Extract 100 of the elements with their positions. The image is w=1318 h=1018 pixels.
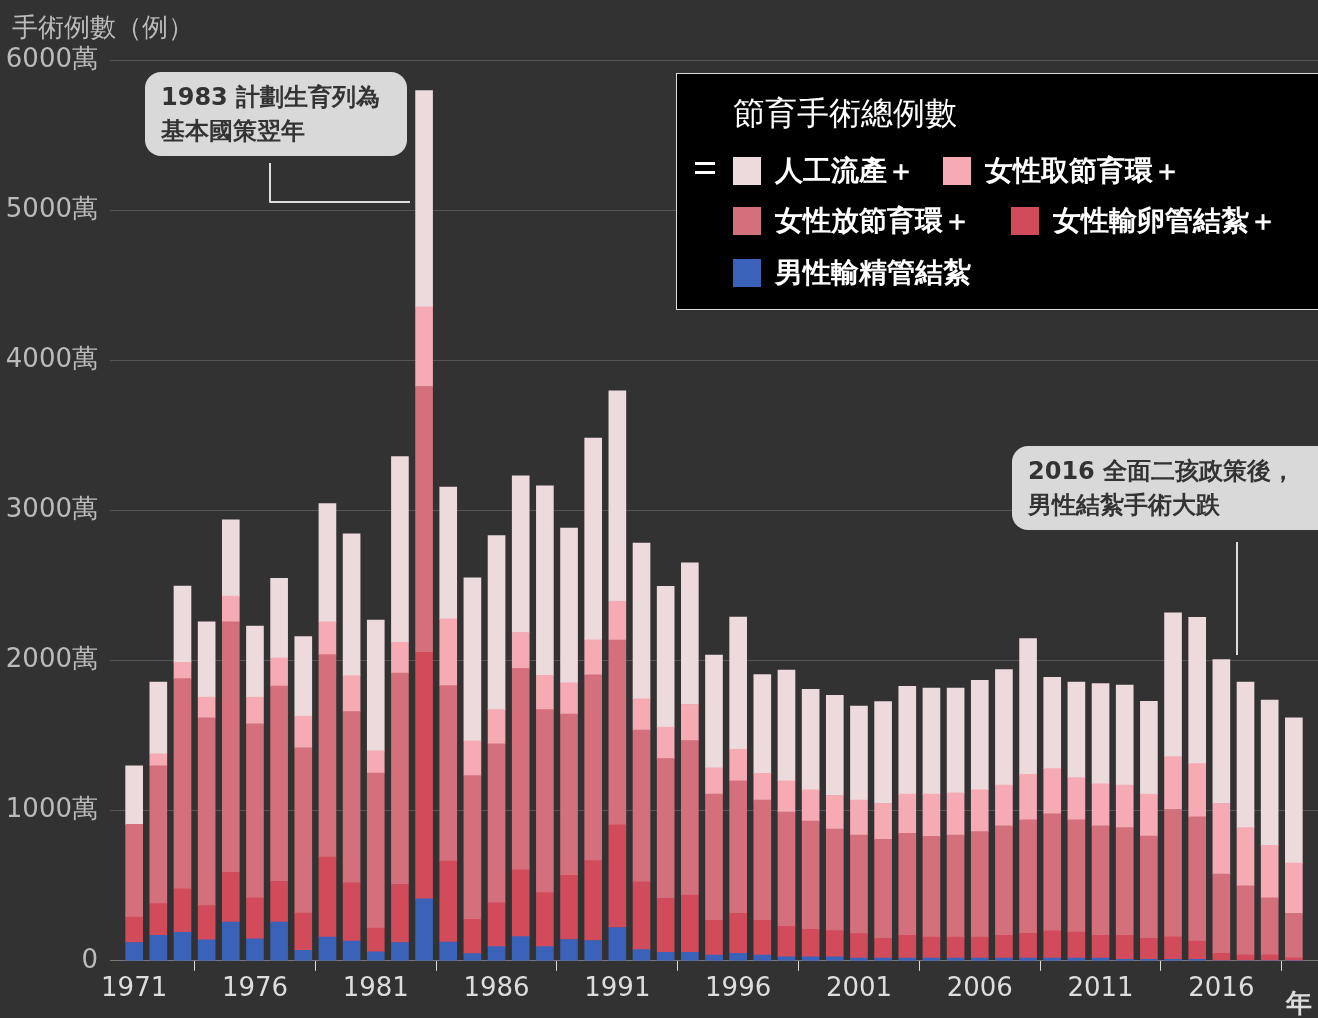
bar [270,657,288,687]
bar [125,942,143,961]
bar [1212,659,1231,804]
bar [1260,845,1279,899]
bar [1260,897,1279,956]
bar [681,704,699,741]
bar [149,753,168,767]
bar [584,860,603,941]
bar [1115,784,1134,828]
bar [318,936,337,961]
bar [197,621,216,698]
bar [246,696,264,725]
bar [874,803,892,840]
bar [825,795,844,830]
bar [439,486,458,620]
bar [342,940,361,961]
bar [922,936,941,959]
bar [946,792,965,836]
bar [342,675,361,712]
legend-label: 男性輸精管結紮 [775,255,971,291]
bar [777,811,796,927]
bar [366,772,385,929]
bar [898,833,917,936]
bar [1236,954,1255,961]
bar [922,687,941,795]
bar [1019,933,1037,959]
bar [560,875,578,940]
bar [584,437,603,641]
bar [173,678,192,890]
bar [1236,681,1255,828]
bar [1091,783,1110,827]
bar [270,685,288,882]
y-tick-label: 4000萬 [5,343,98,374]
bar [850,834,868,934]
bar [753,773,772,801]
bar [246,938,264,961]
bar [850,933,868,959]
bar [197,939,216,961]
bar [1188,940,1207,960]
bar [294,636,313,717]
bar [705,793,723,921]
bar [753,799,772,921]
bar [439,618,458,686]
bar [1260,699,1279,846]
bar [995,934,1013,959]
y-tick-label: 0 [81,943,98,974]
bar [173,932,192,961]
bar [463,953,482,961]
bar [608,600,627,641]
bar [511,936,530,961]
y-tick-label: 5000萬 [5,192,98,223]
bar [1164,612,1182,757]
bar [1091,934,1110,959]
bar [584,639,603,676]
bar [1164,809,1182,938]
bar [342,882,361,942]
bar [1140,793,1158,837]
bar [729,780,747,914]
bar [1188,763,1207,818]
y-tick-label: 3000萬 [5,493,98,524]
bar [1067,819,1086,933]
bar [632,698,651,731]
legend-label: 人工流產＋ [775,153,915,189]
x-tick-label: 2001 [825,972,893,1003]
bar [221,921,240,961]
bar [705,919,723,956]
bar [995,669,1013,786]
bar [1285,717,1303,864]
bar [729,616,747,750]
bar [415,306,433,387]
bar [1164,936,1182,960]
bar [632,542,651,700]
bar [1115,934,1134,960]
bar [729,748,747,782]
bar [777,956,796,961]
bar [681,952,699,961]
bar [608,927,627,961]
x-tick-label: 1991 [584,972,651,1003]
bar [632,949,651,961]
bar [632,729,651,883]
x-tick-label: 1986 [463,972,530,1003]
legend-label: 女性放節育環＋ [775,203,971,239]
bar [705,654,723,769]
legend-title: 節育手術總例數 [733,93,957,134]
bar [825,828,844,931]
bar [294,747,313,914]
bar [1236,827,1255,887]
bar [681,894,699,953]
bar [898,935,917,959]
bar [221,621,240,873]
bar [970,831,989,938]
bar [1188,617,1207,765]
bar [439,860,458,943]
bar [1236,885,1255,956]
bar [125,824,143,918]
bar [1067,681,1086,778]
bar [536,892,554,948]
bar [149,765,168,904]
bar [415,90,433,308]
bar [246,897,264,940]
